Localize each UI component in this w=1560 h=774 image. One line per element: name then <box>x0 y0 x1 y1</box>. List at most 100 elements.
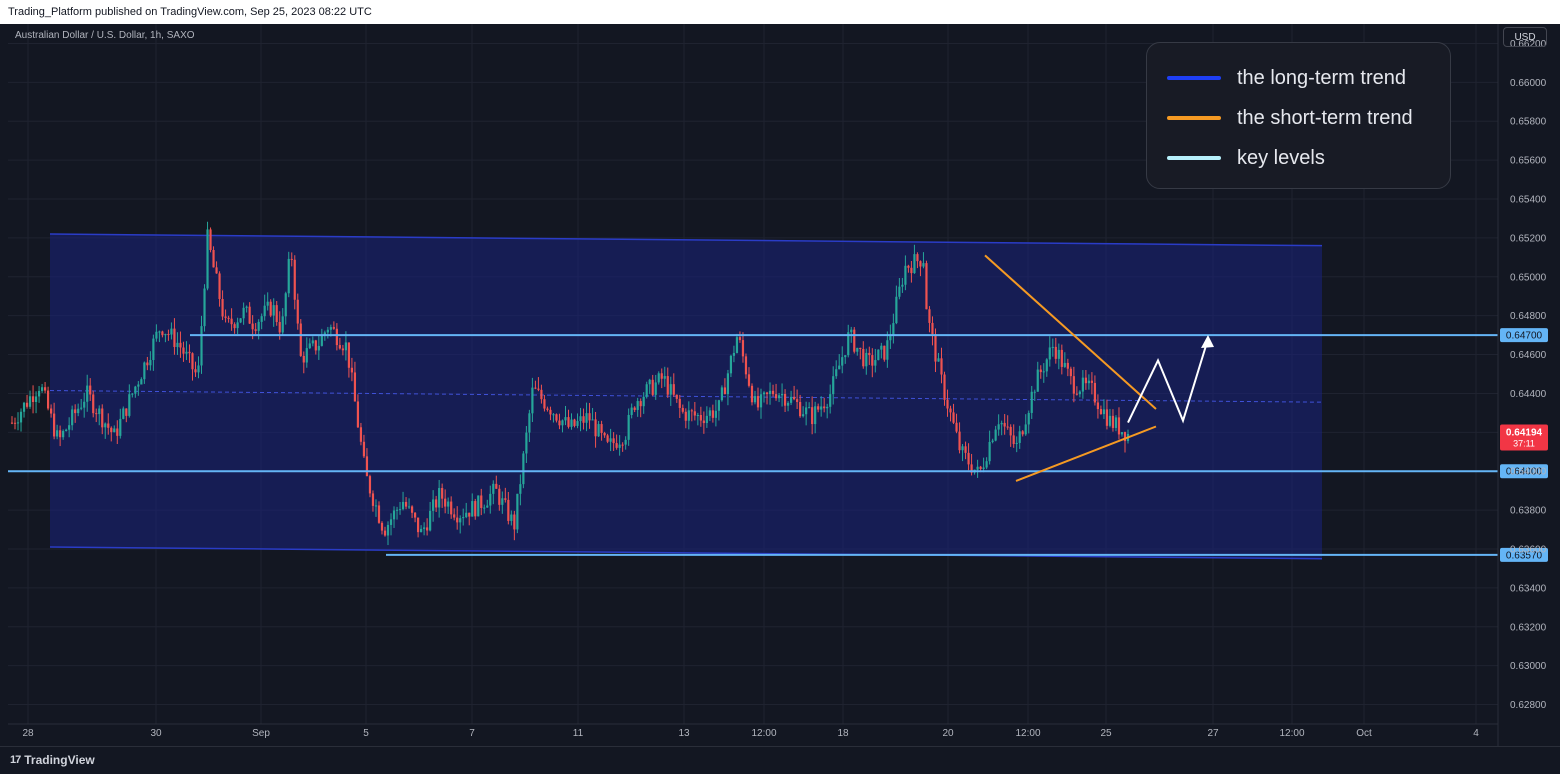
candle-body <box>374 505 378 507</box>
candle-body <box>254 329 257 331</box>
candle-body <box>759 394 763 408</box>
candle-body <box>224 316 227 318</box>
candle-body <box>946 399 949 409</box>
candle-body <box>143 362 146 380</box>
candle-body <box>401 501 405 510</box>
tradingview-logo-icon: 17 <box>10 754 21 766</box>
candle-body <box>916 254 919 262</box>
projection-path <box>1127 335 1214 424</box>
candle-body <box>997 424 1000 430</box>
candle-body <box>341 348 344 351</box>
candle-body <box>555 414 558 421</box>
candle-body <box>615 443 618 448</box>
candle-body <box>1051 346 1054 348</box>
candle-body <box>943 374 946 400</box>
candle-body <box>513 514 516 530</box>
candle-body <box>889 334 892 341</box>
candle-body <box>1117 417 1121 435</box>
candle-body <box>158 331 161 333</box>
candle-body <box>904 265 907 285</box>
x-tick-label: 12:00 <box>1015 728 1040 739</box>
candle-body <box>537 388 540 390</box>
candle-body <box>624 439 627 445</box>
chart-canvas[interactable]: 0.64700 0.64000 0.63570 0.66200 0.66000 0.65… <box>8 24 1560 746</box>
candle-body <box>80 407 83 409</box>
legend-label-short-term: the short-term trend <box>1237 106 1413 129</box>
candle-body <box>1114 417 1118 428</box>
candle-body <box>811 407 814 425</box>
candle-body <box>552 414 555 416</box>
candle-body <box>474 501 477 517</box>
candle-body <box>591 419 594 421</box>
short-term-trend-lines <box>984 254 1157 482</box>
short-term-trend-upper <box>984 254 1157 410</box>
candle-body <box>43 387 47 391</box>
candle-body <box>723 387 727 395</box>
candle-body <box>976 466 979 470</box>
candle-body <box>1000 422 1003 425</box>
candle-body <box>119 418 122 436</box>
legend-item-long-term: the long-term trend <box>1167 64 1406 92</box>
candle-body <box>522 453 525 485</box>
candle-body <box>236 322 239 329</box>
candle-body <box>786 402 790 406</box>
candle-body <box>456 517 459 523</box>
candle-body <box>729 355 733 374</box>
candle-body <box>720 387 724 401</box>
y-tick-label: 0.63400 <box>1510 583 1547 594</box>
candle-body <box>335 328 338 346</box>
candle-body <box>251 323 254 330</box>
candle-body <box>657 373 660 383</box>
candle-body <box>862 348 865 367</box>
candle-body <box>218 273 221 299</box>
candle-body <box>296 299 299 324</box>
candle-body <box>696 414 699 416</box>
candle-body <box>1123 432 1127 442</box>
candle-body <box>419 528 423 533</box>
current-price-label: 0.64194 <box>1506 428 1543 439</box>
candle-body <box>65 429 68 432</box>
candle-body <box>1072 376 1075 394</box>
candle-body <box>34 396 38 403</box>
candle-body <box>991 440 994 442</box>
candle-body <box>326 329 329 333</box>
candle-body <box>275 305 278 323</box>
candle-body <box>838 365 841 370</box>
candle-body <box>931 322 934 335</box>
candle-body <box>107 423 110 428</box>
candle-body <box>227 317 230 319</box>
candle-body <box>56 430 59 437</box>
tradingview-brand[interactable]: 17 TradingView <box>10 753 95 767</box>
candle-body <box>407 506 411 508</box>
publish-header: Trading_Platform published on TradingVie… <box>0 0 1560 24</box>
candle-body <box>832 376 835 395</box>
candle-body <box>128 394 131 416</box>
candle-body <box>702 420 705 424</box>
candle-body <box>410 506 414 513</box>
candle-body <box>116 428 119 436</box>
candle-body <box>576 421 579 426</box>
candle-body <box>353 372 357 402</box>
y-tick-label: 0.64400 <box>1510 389 1547 400</box>
currency-button[interactable]: USD <box>1503 27 1547 47</box>
key-level-tag <box>1500 328 1548 343</box>
x-tick-label: Sep <box>252 728 270 739</box>
candle-body <box>1033 391 1036 393</box>
candle-body <box>618 444 621 448</box>
candle-body <box>344 342 347 351</box>
y-tick-label: 0.63800 <box>1510 506 1547 517</box>
candle-body <box>423 527 426 529</box>
legend-item-short-term: the short-term trend <box>1167 104 1413 132</box>
candle-body <box>1087 380 1090 384</box>
candle-body <box>338 345 341 349</box>
candle-body <box>747 374 751 386</box>
candle-body <box>588 413 591 421</box>
candle-body <box>441 488 444 499</box>
key-level-label: 0.64000 <box>1506 467 1543 478</box>
candle-body <box>1075 393 1078 395</box>
candle-body <box>350 367 354 373</box>
candle-body <box>53 413 56 437</box>
x-tick-label: 4 <box>1473 728 1479 739</box>
candle-body <box>332 327 335 329</box>
candle-body <box>179 342 182 348</box>
